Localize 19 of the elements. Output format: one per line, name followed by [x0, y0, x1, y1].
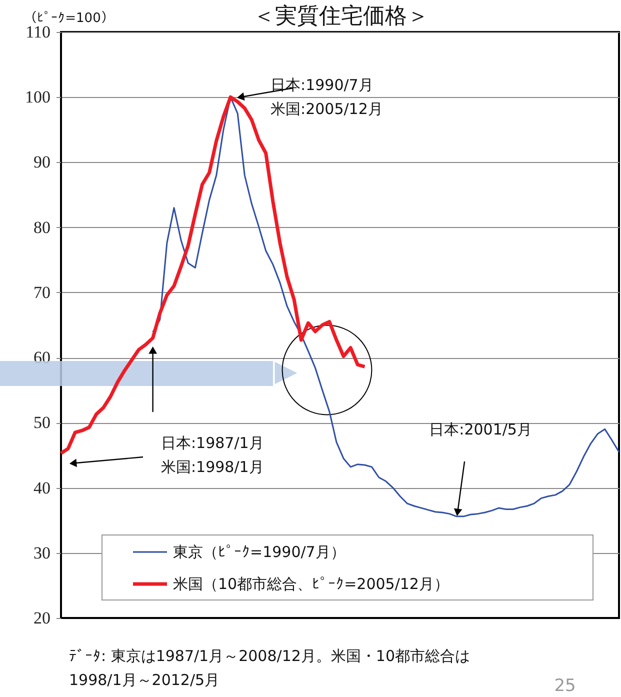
y-tick-label: 30: [34, 543, 50, 562]
annotation: 米国:2005/12月: [270, 100, 383, 118]
text: ﾃﾞｰﾀ: 東京は1987/1月～2008/12月。米国・10都市総合は 1998/1月～2012/5月: [69, 647, 470, 689]
annotation: 日本:1987/1月: [161, 434, 264, 452]
annotation: 米国:1998/1月: [161, 458, 264, 476]
y-tick-label: 80: [34, 218, 50, 237]
y-tick-label: 50: [34, 413, 50, 432]
y-tick-label: 70: [34, 282, 50, 302]
chart-title: ＜実質住宅価格＞: [253, 4, 429, 29]
y-tick-label: 60: [34, 348, 50, 368]
text: 25: [554, 676, 576, 696]
annotation: 日本:1990/7月: [270, 76, 374, 94]
y-tick-label: 40: [34, 478, 50, 498]
legend-label: 東京（ﾋﾟｰｸ=1990/7月）: [173, 543, 346, 561]
annotation: 日本:2001/5月: [429, 420, 532, 438]
legend-label: 米国（10都市総合、ﾋﾟｰｸ=2005/12月）: [173, 575, 449, 593]
y-tick-label: 90: [34, 152, 50, 172]
y-tick-label: 100: [25, 88, 50, 107]
y-tick-label: 20: [34, 608, 50, 628]
